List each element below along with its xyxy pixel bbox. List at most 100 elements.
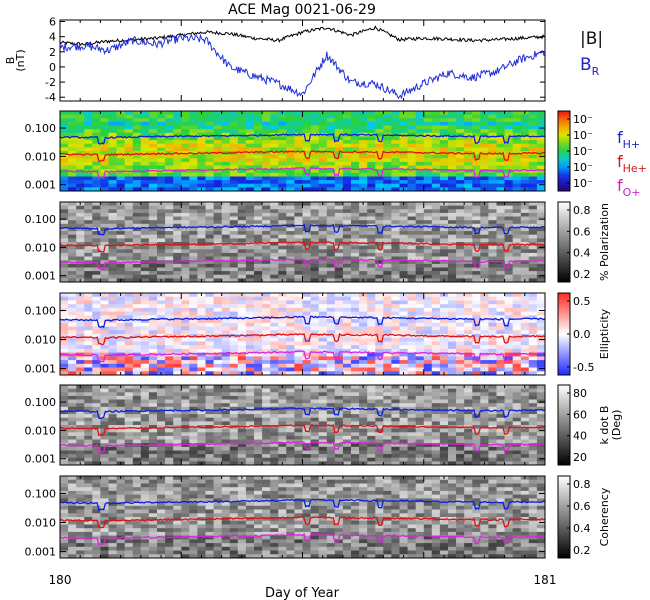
heatmap-cell [439,271,449,276]
heatmap-cell [100,421,110,426]
heatmap-cell [213,307,223,313]
heatmap-cell [60,143,69,148]
heatmap-cell [262,337,271,342]
heatmap-cell [375,114,384,119]
heatmap-cell [464,274,473,279]
heatmap-cell [221,216,231,221]
heatmap-cell [351,341,360,346]
heatmap-cell [278,136,287,141]
heatmap-cell [76,337,85,342]
heatmap-cell [237,129,247,134]
heatmap-cell [132,136,142,141]
heatmap-cell [254,121,263,127]
heatmap-cell [132,245,142,250]
heatmap-cell [100,238,110,243]
heatmap-cell [262,399,271,404]
heatmap-cell [108,296,118,301]
heatmap-cell [359,348,368,354]
heatmap-cell [124,446,134,451]
heatmap-cell [278,348,287,354]
heatmap-cell [157,223,166,228]
heatmap-cell [116,249,126,254]
heatmap-cell [84,403,93,408]
heatmap-cell [116,172,126,177]
heatmap-cell [189,330,198,335]
heatmap-cell [448,234,457,239]
heatmap-cell [213,337,223,342]
heatmap-cell [205,147,215,152]
heatmap-cell [132,395,142,401]
heatmap-cell [310,271,320,276]
heatmap-cells [60,385,545,465]
heatmap-cell [326,143,336,148]
heatmap-cell [294,334,304,339]
heatmap-cell [334,274,344,279]
heatmap-cell [415,140,425,145]
heatmap-cell [197,114,207,119]
heatmap-cell [472,360,481,365]
heatmap-cell [157,143,166,148]
heatmap-cell [488,341,498,346]
heatmap-cell [237,425,247,430]
heatmap-cell [504,238,514,243]
heatmap-cell [173,129,182,134]
heatmap-cell [464,231,473,236]
heatmap-cell [399,337,409,342]
heatmap-cell [439,311,449,316]
heatmap-cell [375,129,384,134]
heatmap-cell [456,111,465,116]
heatmap-cell [431,326,441,331]
heatmap-cell [318,300,328,305]
heatmap-cell [124,461,134,465]
heatmap-cell [431,271,441,276]
heatmap-cell [254,421,263,426]
heatmap-cell [359,271,368,276]
heatmap-cell [116,435,126,441]
heatmap-cell [423,367,433,372]
heatmap-cell [197,363,207,369]
heatmap-cell [496,147,506,152]
heatmap-cell [229,136,239,141]
heatmap-cell [326,345,336,350]
heatmap-cell [221,450,231,455]
heatmap-cell [488,300,498,305]
heatmap-cell [302,129,312,134]
heatmap-cell [407,348,417,354]
heatmap-cell [100,180,110,185]
heatmap-cell [415,227,425,232]
heatmap-cell [108,176,118,181]
heatmap-cell [286,457,295,462]
heatmap-cell [116,252,126,258]
heatmap-cell [472,293,481,298]
heatmap-cell [124,183,134,188]
heatmap-cell [439,263,449,268]
heatmap-cell [359,319,368,324]
y-tick-label: 6 [49,16,56,29]
heatmap-cell [148,176,158,181]
heatmap-cell [294,125,304,130]
heatmap-cell [148,311,158,316]
heatmap-cell [262,136,271,141]
heatmap-cell [310,293,320,298]
heatmap-cell [221,180,231,185]
heatmap-cell [205,129,215,134]
heatmap-cell [278,345,287,350]
colorbar-tick-label: 10⁻ [573,145,593,158]
heatmap-cell [76,249,85,254]
heatmap-cell [189,443,198,448]
heatmap-cell [76,319,85,324]
heatmap-cell [245,111,255,116]
heatmap-cell [407,271,417,276]
heatmap-cell [181,212,190,218]
heatmap-cell [132,425,142,430]
heatmap-cell [108,330,118,335]
heatmap-cell [84,274,93,279]
heatmap-cell [254,238,263,243]
heatmap-cell [237,121,247,127]
heatmap-cell [351,371,360,375]
heatmap-cell [213,410,223,415]
heatmap-cell [173,410,182,415]
heatmap-cell [512,263,522,268]
heatmap-cell [302,205,312,210]
heatmap-cell [237,300,247,305]
